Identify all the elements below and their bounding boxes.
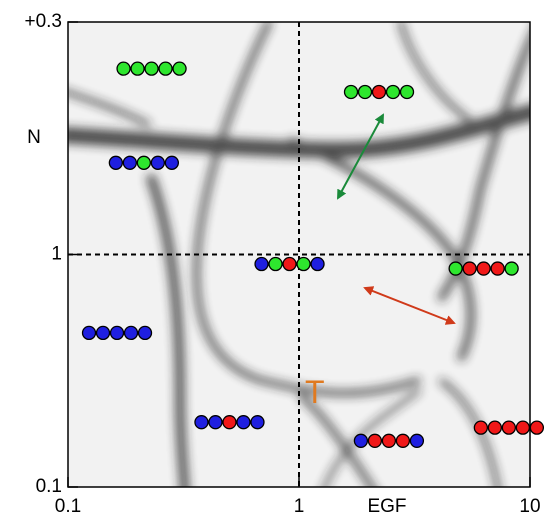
state-cell (490, 261, 505, 276)
x-tick-label: 10 (519, 496, 540, 517)
state-cell (487, 420, 503, 435)
state-cell (282, 256, 297, 272)
state-cell (95, 325, 111, 341)
state-cell (250, 415, 265, 430)
y-tick-label: 0.1 (36, 476, 62, 497)
state-cell (504, 261, 519, 276)
state-cell (123, 325, 139, 341)
state-cell (268, 256, 283, 272)
arrow (363, 286, 456, 325)
state-cell (296, 256, 311, 272)
arrow (337, 113, 384, 200)
x-axis-label: EGF (367, 496, 406, 517)
state-cell (194, 415, 209, 430)
state-cell (236, 415, 251, 430)
y-tick-label: 1 (51, 244, 62, 265)
state-cell (399, 84, 415, 100)
state-cell (529, 420, 545, 435)
y-tick-label: +0.3 (24, 11, 62, 32)
x-tick-label: 1 (294, 496, 305, 517)
state-cell (164, 155, 180, 170)
state-cell (343, 84, 359, 100)
state-cell (310, 256, 325, 272)
y-axis-label: N (27, 127, 41, 148)
state-cell (357, 84, 373, 100)
state-cell (409, 433, 425, 448)
state-cell (254, 256, 269, 272)
state-cell (381, 433, 397, 448)
state-cell (122, 155, 138, 170)
state-cell (208, 415, 223, 430)
state-cell (385, 84, 401, 100)
state-cell (130, 61, 145, 76)
state-cell (81, 325, 97, 341)
state-cell (150, 155, 166, 170)
state-cell (222, 415, 237, 430)
state-cell (395, 433, 411, 448)
state-cell (109, 325, 125, 341)
state-cell (353, 433, 369, 448)
state-cell (158, 61, 173, 76)
state-cell (473, 420, 489, 435)
state-cell (108, 155, 124, 170)
state-cell (462, 261, 477, 276)
state-cell (371, 84, 387, 100)
annotation: T (305, 374, 325, 410)
state-cell (448, 261, 463, 276)
state-cell (144, 61, 159, 76)
state-cell (116, 61, 131, 76)
state-cell (501, 420, 517, 435)
x-tick-label: 0.1 (55, 496, 81, 517)
state-cell (476, 261, 491, 276)
state-cell (136, 155, 152, 170)
state-cell (515, 420, 531, 435)
state-cell (367, 433, 383, 448)
state-cell (137, 325, 153, 341)
state-cell (172, 61, 187, 76)
